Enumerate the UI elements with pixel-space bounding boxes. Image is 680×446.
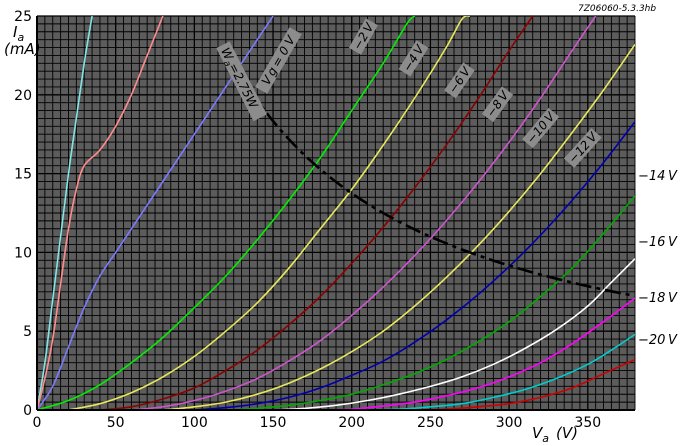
y-tick-label: 20 [14,88,32,104]
series-line-10 [273,258,635,410]
series-line-11 [320,297,635,410]
y-tick-label: 10 [14,245,32,261]
series-line-6 [131,16,597,410]
x-tick-label: 350 [574,415,601,431]
series-line-3 [37,16,416,410]
x-tick-label: 300 [496,415,523,431]
x-tick-label: 50 [107,415,125,431]
x-tick-label: 100 [181,415,208,431]
series-line-0 [37,16,93,410]
curve-label-box [255,27,302,94]
curve-label-right: −14 V [638,169,678,184]
curve-label-box [444,62,475,99]
axes-layer: 0 50 100 150 200 250 300 350 0 5 10 15 20 25 [14,9,635,431]
x-axis-unit: (V) [556,424,578,442]
y-tick-label: 5 [23,324,32,340]
curve-label-box [563,128,602,168]
series-line-12 [367,333,635,410]
right-labels-layer: −14 V −16 V −18 V −20 V [638,169,678,348]
power-label-sub: a [221,59,232,68]
y-axis-title: Ia [13,23,24,44]
curve-label-box [398,40,429,77]
y-tick-label: 15 [14,167,32,183]
series-line-4 [68,16,471,410]
x-axis-title: Va [532,424,549,445]
series-line-1 [37,16,164,410]
y-tick-label: 25 [14,9,32,25]
curve-label-right: −20 V [638,333,678,348]
series-line-5 [99,16,534,410]
y-tick-label: 0 [23,403,32,419]
curve-label-box [348,18,378,55]
series-line-2 [37,16,274,410]
curve-label-right: −16 V [638,235,678,250]
curve-label-right: −18 V [638,291,678,306]
chart-reference: 7Z06060-5.3.3hb [578,4,656,14]
x-tick-label: 0 [33,415,42,431]
series-line-7 [162,43,635,410]
x-tick-label: 150 [260,415,287,431]
x-tick-label: 200 [338,415,365,431]
power-curve-label-box [216,41,267,122]
x-tick-label: 250 [417,415,444,431]
series-line-9 [225,195,635,410]
power-limit-curve [232,62,635,298]
series-line-8 [194,121,635,410]
curve-label-box [481,86,514,123]
curve-label-box [522,107,560,149]
curves-layer [37,16,635,410]
y-axis-unit: (mA) [4,40,41,58]
grid [36,15,636,411]
